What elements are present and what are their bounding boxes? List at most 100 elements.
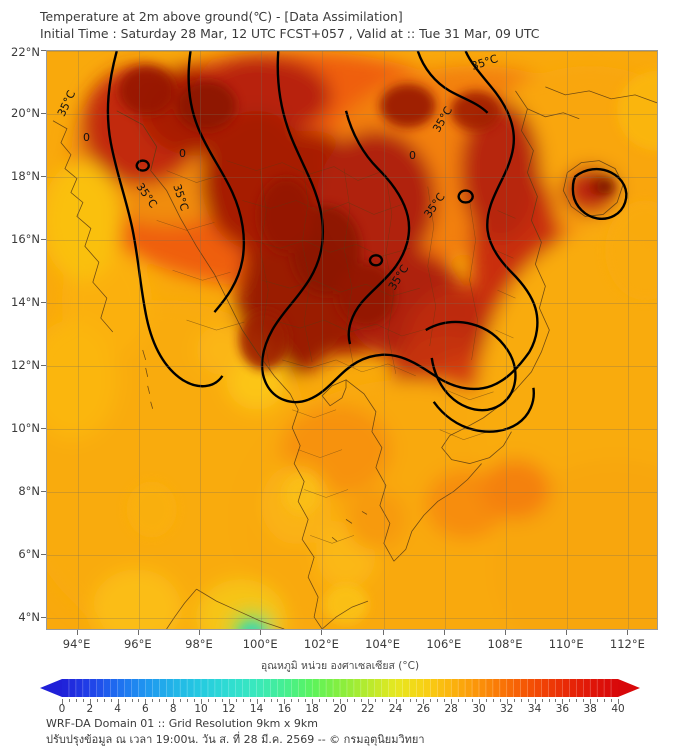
colorbar-tick [618,699,619,704]
y-tick-label: 22°N [11,45,40,59]
colorbar-tick-label: 12 [222,703,236,715]
colorbar-tick [340,699,341,704]
colorbar-tick-label: 20 [333,703,347,715]
colorbar-tick-label: 36 [555,703,570,715]
colorbar-tick-label: 0 [58,703,66,715]
colorbar-tick [569,699,571,702]
colorbar-tick [103,699,105,702]
colorbar-gradient [62,679,618,697]
colorbar-tick [194,699,196,702]
colorbar-tick [131,699,133,702]
colorbar-title: อุณหภูมิ หน่วย องศาเซลเซียส (°C) [260,660,420,672]
colorbar-extend-low-arrow [40,679,62,697]
colorbar-tick [367,699,369,704]
colorbar-tick [180,699,182,702]
contour-35c-layer [106,51,628,433]
x-tick-label: 108°E [487,637,523,651]
colorbar-tick-label: 40 [611,703,625,715]
colorbar-tick [541,699,543,702]
colorbar-tick [499,699,501,702]
colorbar-tick [298,699,300,702]
colorbar-tick [214,699,216,702]
x-tick-label: 98°E [185,637,213,651]
colorbar-tick [402,699,404,702]
colorbar-tick [485,699,487,702]
title-line-1: Temperature at 2m above ground(℃) - [Dat… [40,9,403,24]
temperature-raster [47,51,657,629]
colorbar-tick [590,699,592,704]
x-tick-label: 110°E [548,637,584,651]
temperature-field [47,51,657,629]
colorbar-tick [360,699,362,702]
footer-line-2: ปรับปรุงข้อมูล ณ เวลา 19:00น. วัน ส. ที่… [46,733,425,746]
colorbar-tick [201,699,202,704]
colorbar-tick [374,699,376,702]
x-tick-label: 94°E [62,637,91,651]
y-tick-label: 4°N [18,610,40,625]
colorbar-tick [437,699,439,702]
y-tick-label: 20°N [11,105,40,120]
colorbar-tick-label: 8 [169,703,177,715]
colorbar-tick [492,699,494,702]
colorbar-tick [534,699,536,704]
colorbar-tick [576,699,578,702]
x-tick-label: 112°E [609,637,645,651]
colorbar-tick [68,699,70,702]
colorbar-tick-label: 32 [500,703,514,715]
colorbar-tick [62,699,63,704]
colorbar-tick [527,699,529,702]
colorbar-tick [388,699,390,702]
colorbar-tick-label: 18 [305,703,319,715]
title-line-2: Initial Time : Saturday 28 Mar, 12 UTC F… [40,26,540,41]
colorbar-tick [611,699,613,702]
map-container[interactable]: 35°C 0 35°C 0 35°C 35°C 35°C 35°C 35°C 0… [11,45,658,651]
colorbar-tick [604,699,606,702]
colorbar-tick [82,699,84,702]
colorbar-tick [173,699,175,704]
y-tick-label: 16°N [11,231,40,246]
colorbar-tick [284,699,286,704]
colorbar-tick [430,699,432,702]
y-tick-label: 8°N [18,484,40,499]
x-tick-label: 102°E [303,637,339,651]
colorbar-tick [555,699,557,702]
colorbar-tick [159,699,161,702]
y-tick-label: 14°N [11,294,40,309]
x-tick-label: 96°E [123,637,152,651]
colorbar-tick [242,699,244,702]
colorbar-tick [221,699,223,702]
colorbar-tick-label: 14 [249,703,264,715]
y-tick-label: 12°N [11,358,40,372]
colorbar-tick [395,699,397,704]
colorbar-tick [458,699,460,702]
colorbar-tick [277,699,279,702]
page-title: Temperature at 2m above ground(℃) - [Dat… [40,8,650,42]
map-frame: 35°C 0 35°C 0 35°C 35°C 35°C 35°C 35°C 0 [46,50,658,630]
y-tick-label: 18°N [11,168,40,183]
colorbar[interactable]: อุณหภูมิ หน่วย องศาเซลเซียส (°C) 0 2 4 6 8 10… [40,660,640,717]
colorbar-tick [333,699,335,702]
colorbar-tick-label: 6 [142,703,149,715]
colorbar-tick [263,699,265,702]
colorbar-tick-label: 4 [114,703,121,715]
colorbar-tick [353,699,355,702]
colorbar-tick-label: 38 [583,703,597,715]
colorbar-tick-label: 26 [416,703,431,715]
colorbar-tick [583,699,585,702]
colorbar-tick [409,699,411,702]
colorbar-tick [312,699,314,704]
colorbar-ticks: 0 2 4 6 8 10 12 14 16 18 20 22 24 26 28 30 32 34 36 38 40 [40,699,640,717]
colorbar-tick [465,699,467,702]
colorbar-tick [597,699,599,702]
colorbar-tick [187,699,189,702]
footer-line-1: WRF-DA Domain 01 :: Grid Resolution 9km … [46,717,318,730]
colorbar-tick [235,699,237,702]
colorbar-tick-label: 2 [86,703,94,715]
colorbar-tick [319,699,321,702]
colorbar-tick [166,699,168,702]
colorbar-tick-label: 28 [444,703,458,715]
colorbar-bar[interactable] [40,677,640,699]
colorbar-tick [520,699,522,702]
y-tick-label: 6°N [18,547,40,562]
